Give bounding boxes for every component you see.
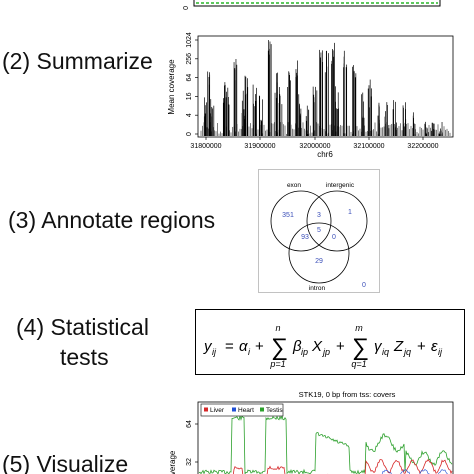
venn-count-exon-only: 351 [282,212,294,219]
venn-label-intergenic: intergenic [326,182,355,189]
legend-entry: Liver [210,407,225,414]
equation-frame [195,309,465,375]
legend-entry: Testis [266,407,283,414]
step-statistical-label-line1: (4) Statistical [16,314,149,340]
coverage-y-label: Mean coverage [167,59,176,115]
step-statistical-label-line2: tests [60,344,109,370]
eq-x-sub: jp [322,347,330,357]
svg-text:+: + [336,338,345,355]
eq-lhs: y [203,338,213,355]
eq-sum1-bottom: p=1 [269,359,285,369]
visualize-lines [198,414,453,474]
step-visualize-label: (5) Visualize [2,451,129,474]
venn-frame [258,169,380,293]
fragment-tick-label: 0 [183,6,190,10]
eq-alpha: α [239,338,248,355]
visualize-y-label: Coverage [168,450,177,474]
heart-line [381,468,448,474]
eq-lhs-sub: ij [212,347,217,357]
svg-text:+: + [417,338,426,355]
legend-swatch [232,407,236,412]
eq-z: Z [393,338,404,355]
legend-box [200,403,284,417]
venn-label-exon: exon [287,182,301,189]
venn-count-intergenic-intron: 0 [332,234,336,241]
visualize-y-tick-label: 32 [186,458,193,466]
coverage-plot-frame [197,35,454,138]
step-summarize-label: (2) Summarize [2,48,153,74]
coverage-x-tick-label: 32000000 [299,143,330,150]
visualize-y-axis: 64 32 [186,420,198,466]
eq-sum2-top: m [355,323,363,333]
eq-gamma: γ [374,338,383,355]
eq-beta: β [292,338,302,355]
eq-z-sub: jq [403,347,411,357]
coverage-x-tick-label: 31900000 [244,143,275,150]
venn-count-intron-only: 29 [315,258,323,265]
venn-label-intron: intron [309,285,326,292]
coverage-y-tick-label: 256 [186,53,193,65]
venn-circle-intergenic [306,190,368,252]
eq-eps: ε [431,338,438,355]
svg-text:+: + [255,338,264,355]
previous-panel-fragment: 0 [183,0,441,10]
visualize-y-tick-label: 64 [186,420,193,428]
coverage-x-tick-label: 31800000 [190,143,221,150]
liver-line [207,459,453,474]
venn-circle-exon [270,190,332,252]
venn-count-all-three: 5 [317,227,321,234]
coverage-y-tick-label: 4 [186,113,193,117]
legend-swatch [260,407,264,412]
eq-beta-sub: ip [301,347,308,357]
eq-gamma-sub: iq [382,347,389,357]
visualize-plot-frame [197,401,454,474]
coverage-x-tick-label: 32100000 [353,143,384,150]
coverage-x-tick-label: 32200000 [407,143,438,150]
coverage-y-tick-label: 16 [186,92,193,100]
venn-count-exon-intergenic: 3 [317,212,321,219]
legend-entry: Heart [238,407,254,414]
model-equation: y ij = α i + ∑ n p=1 β ip X jp + ∑ m q=1… [195,309,465,375]
coverage-plot: 0 4 16 64 256 1024 31800000 31900000 32000000 32… [167,32,454,159]
eq-sum2-bottom: q=1 [351,359,366,369]
visualize-title: STK19, 0 bp from tss: covers [299,390,396,399]
coverage-y-tick-label: 0 [186,132,193,136]
svg-text:∑: ∑ [271,334,288,361]
venn-diagram: exon intergenic intron 351 1 3 5 93 0 29… [258,169,380,293]
eq-eps-sub: ij [438,347,443,357]
legend-swatch [204,407,208,412]
venn-circle-intron [288,222,350,284]
venn-count-intergenic-only: 1 [348,209,352,216]
venn-count-none: 0 [362,282,366,289]
svg-text:∑: ∑ [352,334,369,361]
eq-sum1-top: n [275,323,280,333]
testis-line [198,414,453,474]
eq-x: X [311,338,323,355]
coverage-y-tick-label: 1024 [186,32,193,48]
coverage-peaks [200,40,451,136]
step-annotate-label: (3) Annotate regions [8,207,216,233]
visualize-plot: STK19, 0 bp from tss: covers Liver Heart T… [168,390,454,474]
coverage-y-axis: 0 4 16 64 256 1024 [186,32,198,136]
svg-text:=: = [225,338,234,355]
visualize-legend: Liver Heart Testis [200,403,284,417]
coverage-y-tick-label: 64 [186,74,193,82]
eq-alpha-sub: i [248,347,251,357]
venn-count-exon-intron: 93 [301,234,309,241]
coverage-x-label: chr6 [317,150,333,159]
coverage-x-axis: 31800000 31900000 32000000 32100000 32200000 [190,137,439,150]
